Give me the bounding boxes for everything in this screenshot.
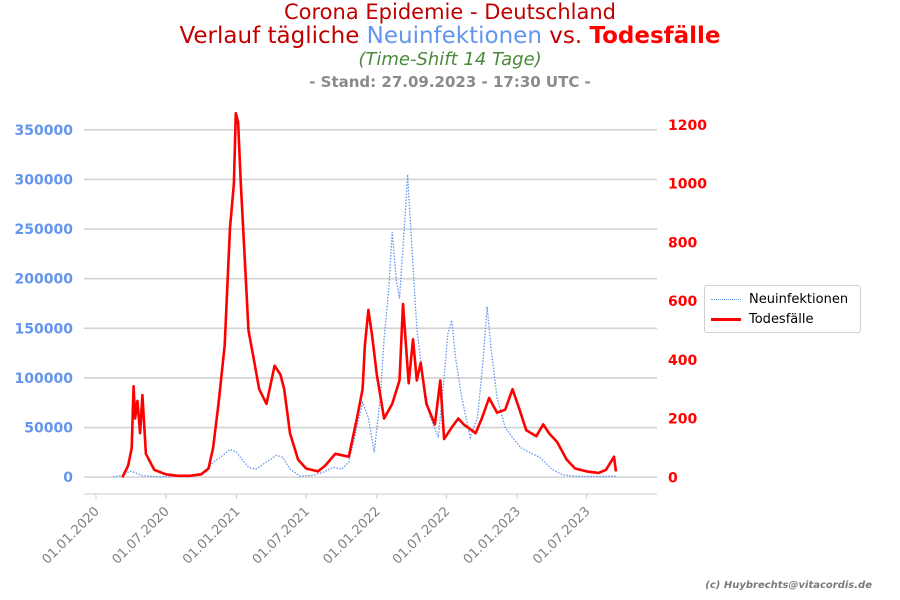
x-tick-label: 01.07.2022	[390, 504, 453, 567]
series-todesfaelle	[121, 111, 618, 478]
right-axis-ticks: 0 200 400 600 800 1000 1200	[668, 118, 707, 486]
left-tick-label: 200000	[15, 272, 74, 288]
legend: Neuinfektionen Todesfälle	[704, 285, 861, 333]
right-tick-label: 1000	[668, 177, 707, 193]
time-shift-note: (Time-Shift 14 Tage)	[358, 49, 542, 70]
legend-item-neuinfektionen: Neuinfektionen	[711, 290, 848, 308]
x-tick-label: 01.01.2021	[180, 504, 243, 567]
x-tick-label: 01.01.2022	[320, 504, 383, 567]
legend-swatch-neuinfektionen	[711, 298, 741, 300]
left-tick-label: 350000	[15, 123, 74, 139]
left-tick-label: 300000	[15, 172, 74, 188]
legend-label-neuinfektionen: Neuinfektionen	[749, 291, 849, 307]
x-tick-label: 01.07.2021	[250, 504, 313, 567]
right-tick-label: 200	[668, 412, 697, 428]
subtitle-part-vs: vs.	[541, 23, 590, 49]
neuinfektionen-line	[113, 174, 616, 478]
left-tick-label: 250000	[15, 222, 74, 238]
subtitle-part-neuinfektionen: Neuinfektionen	[366, 23, 542, 49]
x-tick-label: 01.07.2020	[109, 504, 172, 567]
x-axis-ticks: 01.01.2020 01.07.2020 01.01.2021 01.07.2021…	[40, 494, 594, 567]
left-tick-label: 50000	[24, 421, 73, 437]
legend-item-todesfaelle: Todesfälle	[711, 310, 813, 328]
series-neuinfektionen	[113, 174, 616, 478]
left-tick-label: 100000	[15, 371, 74, 387]
x-tick-label: 01.01.2023	[461, 504, 524, 567]
x-tick-label: 01.01.2020	[40, 504, 103, 567]
right-tick-label: 600	[668, 294, 697, 310]
status-date: - Stand: 27.09.2023 - 17:30 UTC -	[309, 73, 591, 91]
left-tick-label: 150000	[15, 321, 74, 337]
todesfaelle-line	[121, 111, 618, 478]
x-tick-label: 01.07.2023	[530, 504, 593, 567]
chart-subtitle: Verlauf tägliche Neuinfektionen vs. Tode…	[0, 22, 900, 50]
subtitle-part-verlauf: Verlauf tägliche	[179, 23, 367, 49]
right-tick-label: 0	[668, 470, 678, 486]
chart-title: Corona Epidemie - Deutschland	[284, 0, 616, 24]
right-tick-label: 800	[668, 235, 697, 251]
right-tick-label: 400	[668, 353, 697, 369]
subtitle-part-todesfaelle: Todesfälle	[589, 23, 721, 49]
grid-lines	[84, 129, 657, 478]
copyright-credit: (c) Huybrechts@vitacordis.de	[705, 580, 872, 591]
right-tick-label: 1200	[668, 118, 707, 134]
legend-label-todesfaelle: Todesfälle	[749, 311, 814, 327]
legend-swatch-todesfaelle	[711, 317, 741, 321]
left-tick-label: 0	[63, 470, 73, 486]
left-axis-ticks: 0 50000 100000 150000 200000 250000 300000 3500…	[15, 123, 74, 486]
